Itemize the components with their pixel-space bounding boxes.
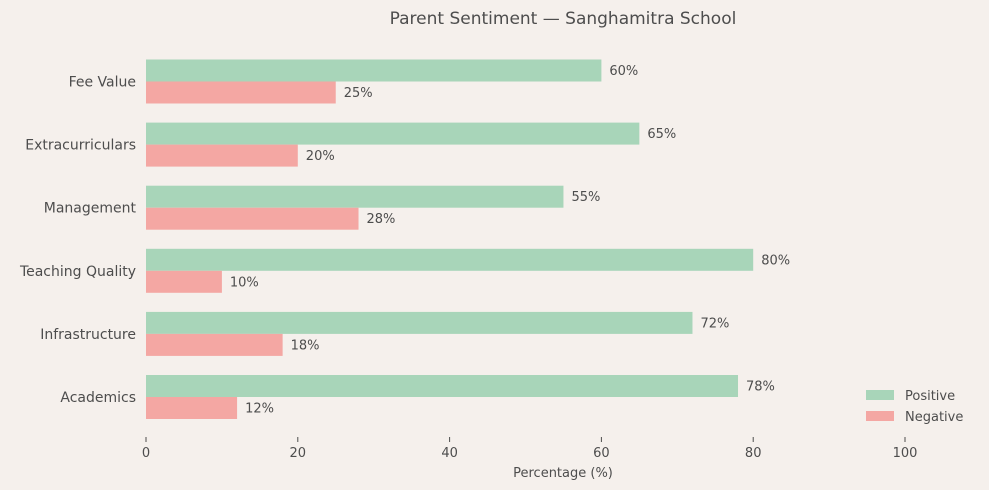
x-tick-label-80: 80 bbox=[745, 446, 762, 461]
legend-swatch-positive bbox=[866, 390, 894, 400]
legend-swatch-negative bbox=[866, 411, 894, 421]
value-label-negative-management: 28% bbox=[367, 212, 396, 227]
value-label-negative-infrastructure: 18% bbox=[291, 338, 320, 353]
bar-negative-teaching-quality bbox=[146, 270, 222, 293]
value-label-negative-fee-value: 25% bbox=[344, 86, 373, 101]
x-tick-label-0: 0 bbox=[142, 446, 150, 461]
legend: Positive Negative bbox=[866, 389, 963, 425]
legend-label-positive: Positive bbox=[905, 389, 955, 404]
category-label-academics: Academics bbox=[60, 390, 136, 406]
value-label-positive-infrastructure: 72% bbox=[700, 316, 729, 331]
x-tick-label-60: 60 bbox=[593, 446, 610, 461]
value-label-positive-academics: 78% bbox=[746, 380, 775, 395]
category-label-extracurriculars: Extracurriculars bbox=[25, 138, 136, 154]
bar-positive-infrastructure bbox=[146, 311, 693, 334]
chart-title: Parent Sentiment — Sanghamitra School bbox=[390, 9, 737, 29]
category-label-fee-value: Fee Value bbox=[69, 75, 136, 91]
value-label-positive-fee-value: 60% bbox=[609, 64, 638, 79]
value-label-negative-teaching-quality: 10% bbox=[230, 275, 259, 290]
bar-positive-extracurriculars bbox=[146, 122, 640, 145]
value-label-negative-academics: 12% bbox=[245, 402, 274, 417]
bars-group: Academics 78% 12% Infrastructure 72% 18% Teach… bbox=[19, 59, 790, 419]
x-tick-label-100: 100 bbox=[893, 446, 918, 461]
bar-negative-extracurriculars bbox=[146, 144, 298, 167]
x-tick-label-20: 20 bbox=[290, 446, 307, 461]
bar-negative-infrastructure bbox=[146, 333, 283, 356]
bar-positive-fee-value bbox=[146, 59, 602, 82]
category-label-teaching-quality: Teaching Quality bbox=[19, 264, 136, 280]
bar-negative-academics bbox=[146, 397, 238, 419]
bar-positive-academics bbox=[146, 375, 739, 397]
bar-negative-management bbox=[146, 207, 359, 230]
value-label-positive-management: 55% bbox=[571, 190, 600, 205]
value-label-positive-teaching-quality: 80% bbox=[761, 253, 790, 268]
x-axis-label: Percentage (%) bbox=[513, 466, 613, 481]
bar-positive-management bbox=[146, 185, 564, 208]
bar-negative-fee-value bbox=[146, 81, 336, 104]
category-label-management: Management bbox=[44, 201, 137, 217]
x-tick-label-40: 40 bbox=[441, 446, 458, 461]
value-label-negative-extracurriculars: 20% bbox=[306, 149, 335, 164]
legend-label-negative: Negative bbox=[905, 410, 963, 425]
value-label-positive-extracurriculars: 65% bbox=[647, 127, 676, 142]
bar-positive-teaching-quality bbox=[146, 248, 754, 271]
category-label-infrastructure: Infrastructure bbox=[40, 327, 136, 343]
x-axis: 0 20 40 60 80 100 bbox=[142, 437, 918, 461]
